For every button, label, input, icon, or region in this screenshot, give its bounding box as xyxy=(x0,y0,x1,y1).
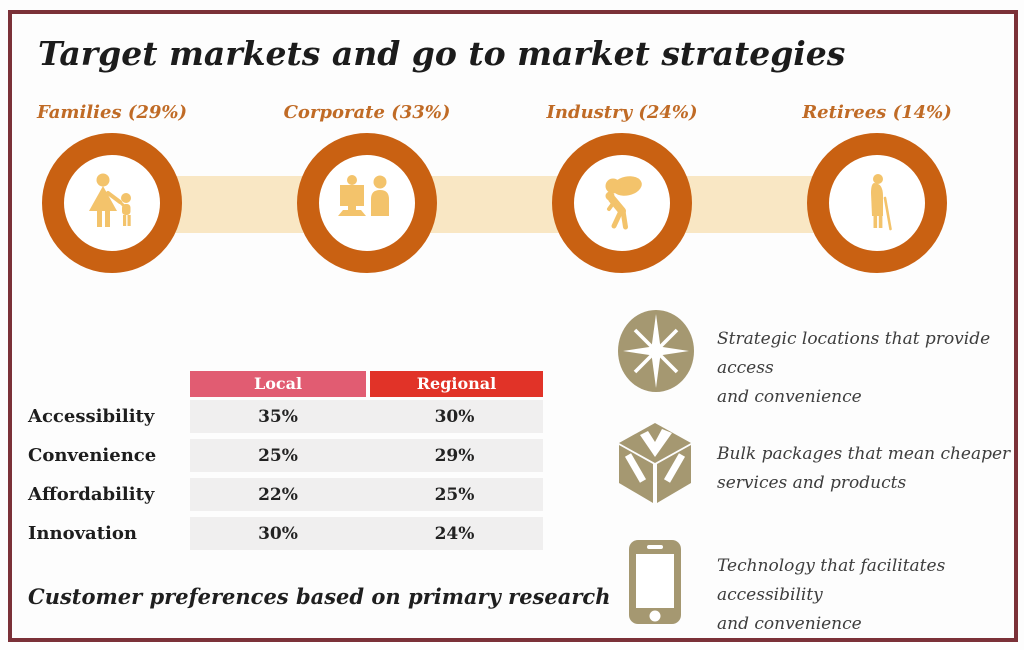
retirees-icon xyxy=(871,174,892,231)
segment-label-industry: Industry (24%) xyxy=(546,102,698,123)
segment-circle-corporate xyxy=(297,133,437,273)
compass-icon xyxy=(618,310,694,396)
corporate-icon xyxy=(338,175,389,216)
segment-label-families: Families (29%) xyxy=(36,102,188,123)
table-row: 25% 29% xyxy=(190,439,543,472)
family-icon xyxy=(89,173,131,227)
segment-label-retirees: Retirees (14%) xyxy=(802,102,952,123)
strategy-text-locations: Strategic locations that provide access … xyxy=(717,329,991,407)
cell-convenience-regional: 29% xyxy=(434,445,475,466)
table-row: 30% 24% xyxy=(190,517,543,550)
row-label-convenience: Convenience xyxy=(28,445,157,466)
row-label-accessibility: Accessibility xyxy=(28,406,155,427)
segment-circle-retirees xyxy=(807,133,947,273)
cell-accessibility-regional: 30% xyxy=(434,406,475,427)
page-title: Target markets and go to market strategi… xyxy=(38,34,846,73)
table-header-local: Local xyxy=(190,371,366,397)
table-header-regional: Regional xyxy=(370,371,543,397)
row-label-affordability: Affordability xyxy=(28,484,155,505)
cell-convenience-local: 25% xyxy=(258,445,298,466)
segment-circle-families xyxy=(42,133,182,273)
table-row: 22% 25% xyxy=(190,478,543,511)
segment-label-corporate: Corporate (33%) xyxy=(283,102,451,123)
phone-icon xyxy=(627,538,683,630)
strategy-text-technology: Technology that facilitates accessibilit… xyxy=(717,556,946,634)
cell-innovation-regional: 24% xyxy=(434,523,475,544)
cell-accessibility-local: 35% xyxy=(258,406,298,427)
cell-affordability-local: 22% xyxy=(258,484,298,505)
row-label-innovation: Innovation xyxy=(28,523,137,544)
strategy-text-packages: Bulk packages that mean cheaper services… xyxy=(717,444,1011,493)
cell-affordability-regional: 25% xyxy=(434,484,475,505)
table-row: 35% 30% xyxy=(190,400,543,433)
segment-circle-industry xyxy=(552,133,692,273)
table-caption: Customer preferences based on primary re… xyxy=(28,584,611,609)
segment-connector-band xyxy=(112,176,877,233)
cell-innovation-local: 30% xyxy=(258,523,298,544)
package-icon xyxy=(613,419,697,509)
industry-icon xyxy=(605,176,642,230)
